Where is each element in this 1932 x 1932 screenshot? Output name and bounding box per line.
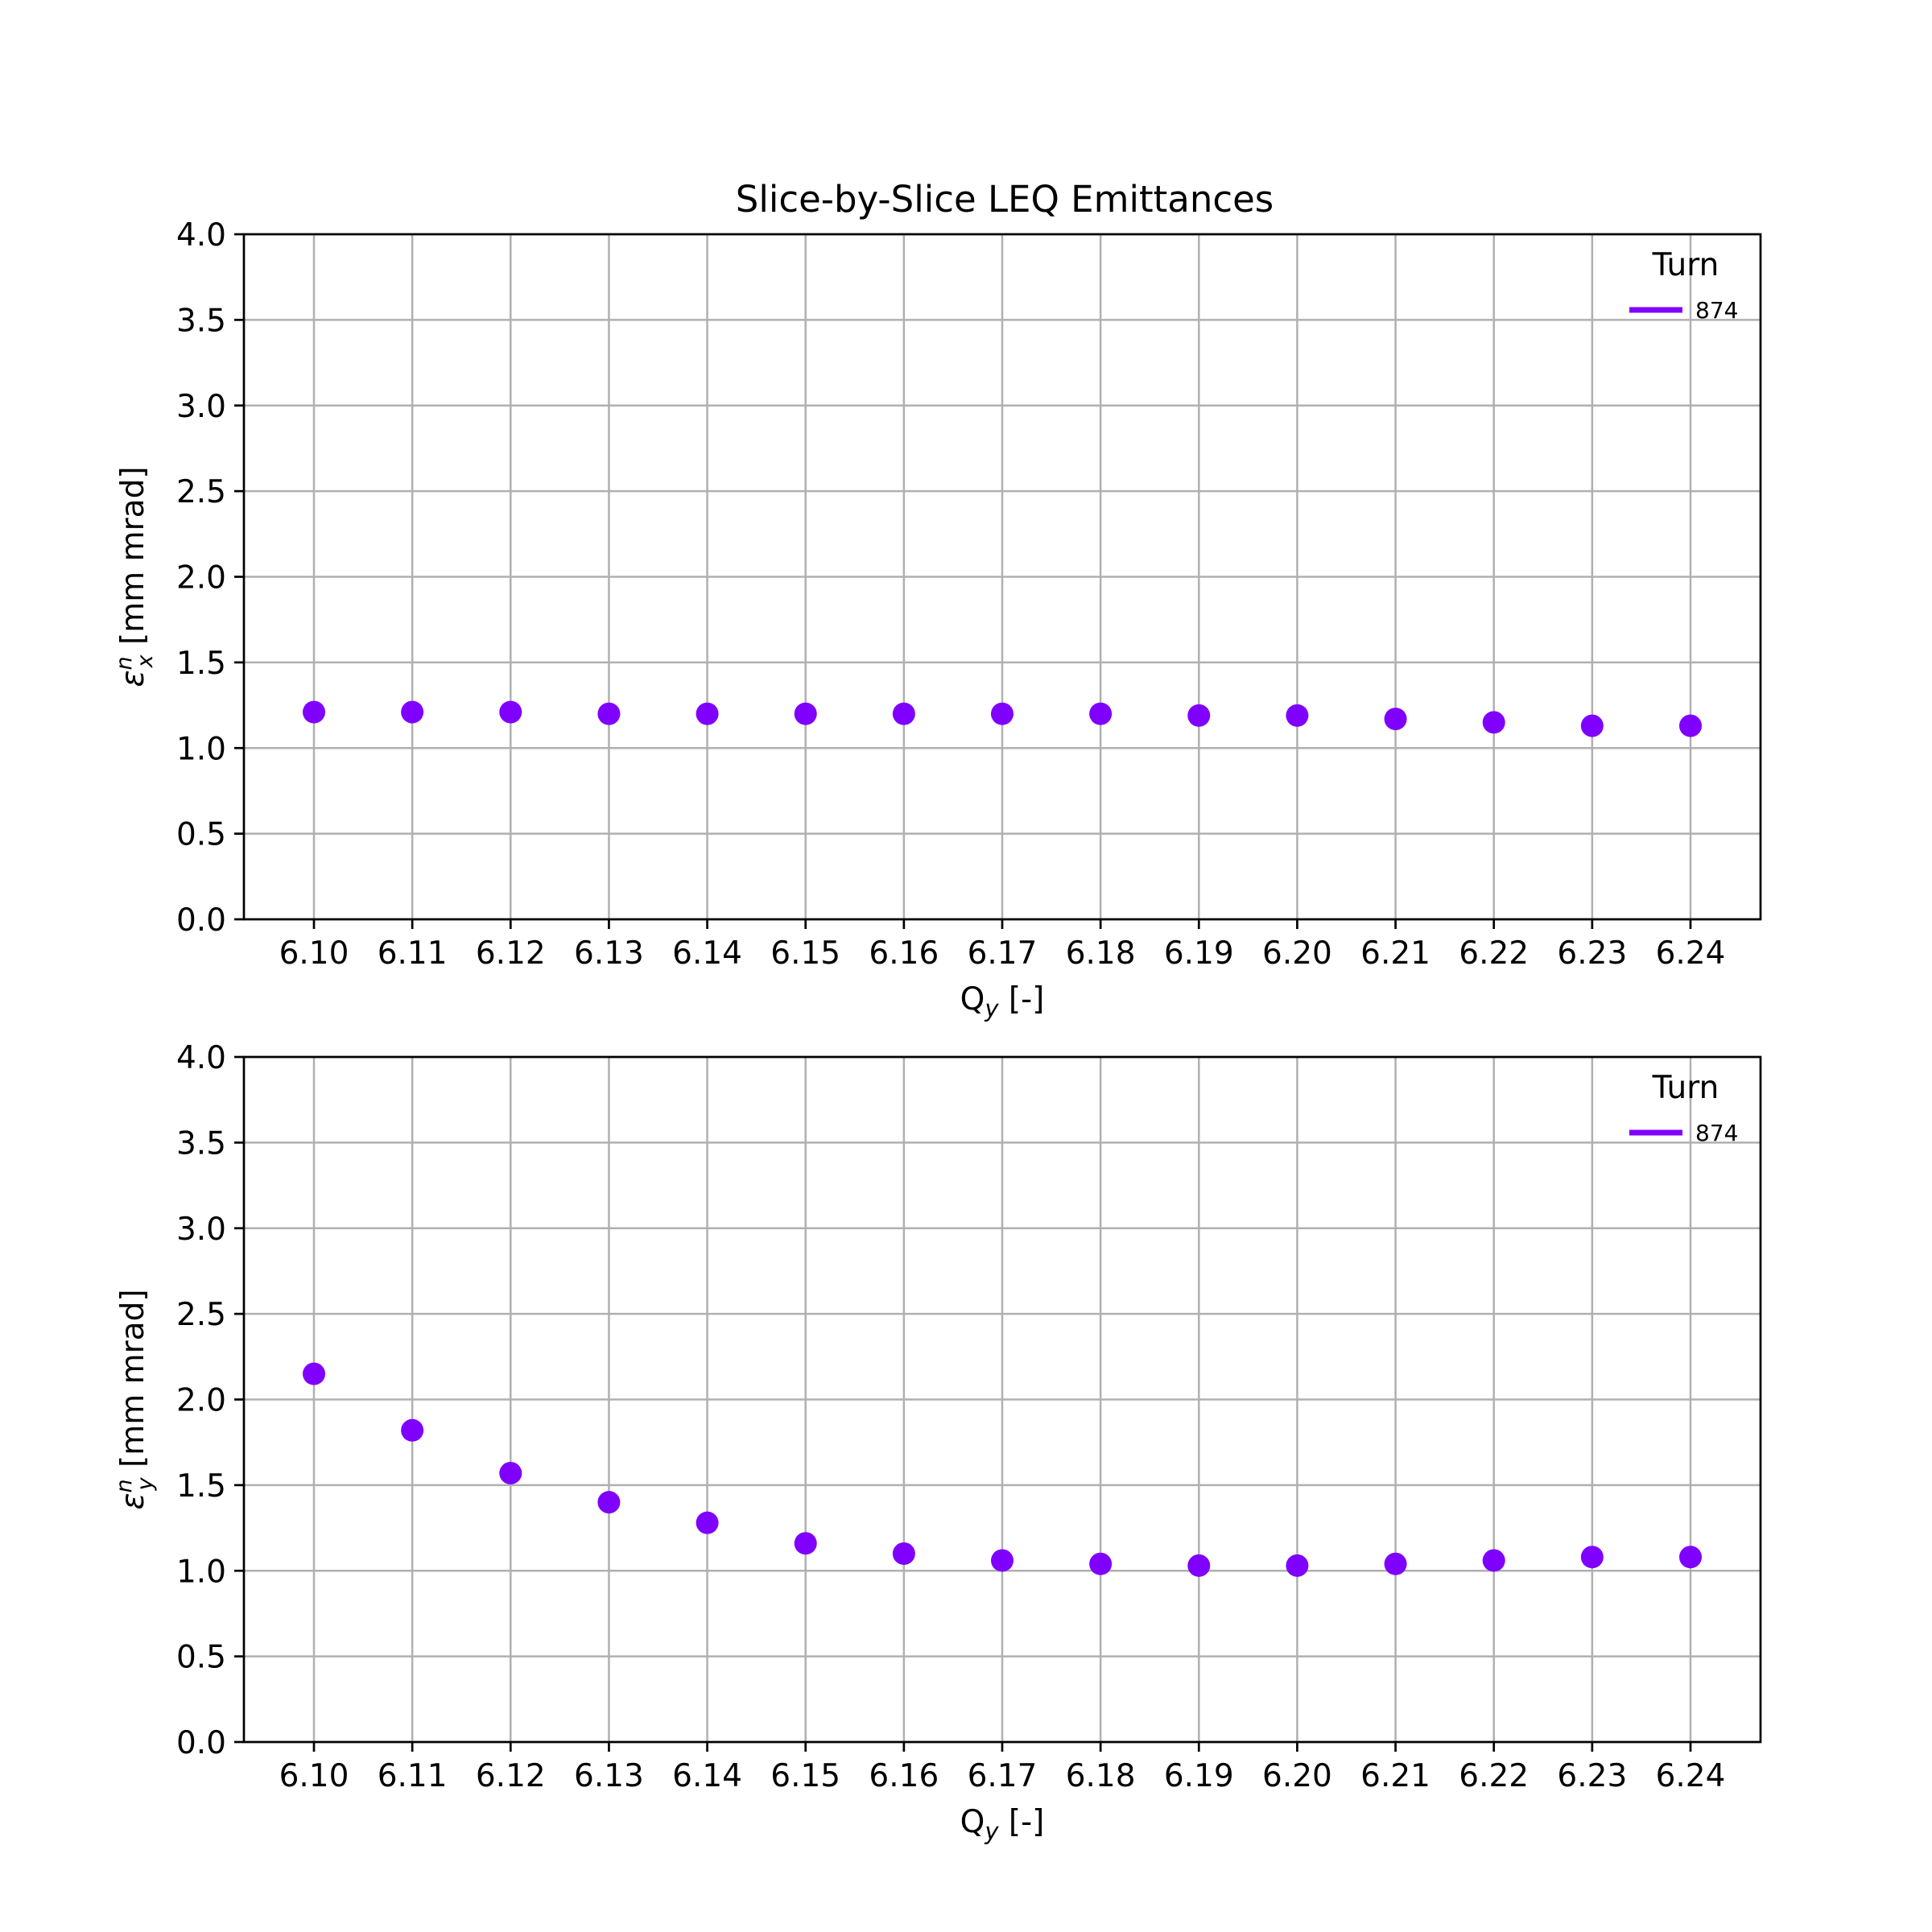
- x-tick-label: 6.24: [1656, 1758, 1726, 1794]
- data-point: [499, 1461, 522, 1484]
- data-point: [1482, 711, 1505, 734]
- y-tick-label: 2.0: [176, 560, 226, 597]
- x-tick-label: 6.10: [279, 1758, 349, 1794]
- data-point: [1384, 1552, 1407, 1575]
- x-tick-label: 6.23: [1557, 935, 1627, 972]
- y-axis-label: εny [mm mrad]: [112, 1289, 158, 1509]
- x-tick-label: 6.19: [1164, 935, 1234, 972]
- x-tick-label: 6.24: [1656, 935, 1726, 972]
- data-point: [696, 702, 719, 725]
- y-tick-label: 0.5: [176, 817, 226, 853]
- data-point: [1089, 1552, 1113, 1575]
- data-point: [401, 700, 424, 724]
- data-point: [892, 1542, 915, 1565]
- data-point: [401, 1418, 424, 1442]
- data-point: [303, 700, 325, 724]
- data-point: [794, 1532, 817, 1555]
- y-tick-label: 0.0: [176, 1725, 226, 1761]
- y-tick-label: 0.0: [176, 902, 226, 939]
- y-tick-label: 1.0: [176, 1554, 226, 1590]
- y-tick-label: 2.0: [176, 1383, 226, 1419]
- x-tick-label: 6.10: [279, 935, 349, 972]
- x-tick-label: 6.12: [476, 1758, 546, 1794]
- x-tick-label: 6.22: [1459, 935, 1529, 972]
- y-tick-label: 2.5: [176, 1297, 226, 1333]
- data-point: [696, 1511, 719, 1534]
- y-tick-label: 1.5: [176, 646, 226, 682]
- data-point: [1580, 1546, 1604, 1569]
- legend-title: Turn: [1652, 1070, 1719, 1106]
- y-tick-label: 3.5: [176, 303, 226, 339]
- chart-title: Slice-by-Slice LEQ Emittances: [736, 178, 1274, 221]
- x-tick-label: 6.17: [968, 1758, 1038, 1794]
- data-point: [499, 700, 522, 724]
- x-tick-label: 6.16: [869, 1758, 939, 1794]
- legend-entry-label: 874: [1695, 1120, 1738, 1146]
- x-tick-label: 6.14: [672, 1758, 742, 1794]
- data-point: [794, 702, 817, 725]
- data-point: [892, 702, 915, 725]
- y-axis-label: εnx [mm mrad]: [112, 466, 158, 687]
- panel-top-emittance-x: 6.10 6.11 6.12 6.13 6.14 6.15 6.16 6.17 6.18 6.19…: [112, 217, 1762, 1022]
- y-tick-label: 1.0: [176, 731, 226, 767]
- x-tick-label: 6.13: [574, 935, 644, 972]
- x-tick-label: 6.21: [1360, 935, 1430, 972]
- legend-title: Turn: [1652, 247, 1719, 283]
- x-tick-label: 6.14: [672, 935, 742, 972]
- data-point: [1580, 714, 1604, 737]
- data-point: [1679, 1546, 1702, 1569]
- panel-bottom-emittance-y: 6.10 6.11 6.12 6.13 6.14 6.15 6.16 6.17 6.18 6.19…: [112, 1040, 1762, 1845]
- x-tick-label: 6.22: [1459, 1758, 1529, 1794]
- x-tick-label: 6.15: [770, 1758, 840, 1794]
- y-tick-label: 2.5: [176, 474, 226, 510]
- data-point: [991, 702, 1013, 725]
- data-point: [1679, 714, 1702, 737]
- y-tick-label: 4.0: [176, 1040, 226, 1076]
- x-tick-label: 6.21: [1360, 1758, 1430, 1794]
- data-point: [991, 1549, 1013, 1572]
- data-point: [1089, 702, 1113, 725]
- x-axis-label: Qy [-]: [960, 1804, 1045, 1845]
- y-tick-label: 3.0: [176, 1212, 226, 1248]
- data-point: [1187, 1554, 1211, 1577]
- data-point: [597, 1491, 621, 1514]
- x-tick-label: 6.19: [1164, 1758, 1234, 1794]
- x-tick-label: 6.20: [1262, 935, 1332, 972]
- data-point: [1384, 708, 1407, 731]
- y-tick-label: 1.5: [176, 1468, 226, 1505]
- data-point: [1482, 1549, 1505, 1572]
- data-point: [597, 702, 621, 725]
- y-tick-label: 3.5: [176, 1125, 226, 1162]
- legend-entry-label: 874: [1695, 297, 1738, 324]
- data-point: [1286, 704, 1309, 727]
- x-tick-label: 6.18: [1066, 1758, 1136, 1794]
- x-axis-label: Qy [-]: [960, 981, 1045, 1022]
- data-point: [303, 1362, 325, 1385]
- data-point: [1187, 704, 1211, 727]
- data-point: [1286, 1554, 1309, 1577]
- y-tick-label: 0.5: [176, 1640, 226, 1676]
- x-tick-label: 6.15: [770, 935, 840, 972]
- x-tick-label: 6.16: [869, 935, 939, 972]
- x-tick-label: 6.11: [378, 935, 448, 972]
- y-tick-label: 4.0: [176, 217, 226, 254]
- x-tick-label: 6.13: [574, 1758, 644, 1794]
- x-tick-label: 6.12: [476, 935, 546, 972]
- x-tick-label: 6.20: [1262, 1758, 1332, 1794]
- x-tick-label: 6.18: [1066, 935, 1136, 972]
- x-tick-label: 6.11: [378, 1758, 448, 1794]
- x-tick-label: 6.23: [1557, 1758, 1627, 1794]
- x-tick-label: 6.17: [968, 935, 1038, 972]
- y-tick-label: 3.0: [176, 389, 226, 425]
